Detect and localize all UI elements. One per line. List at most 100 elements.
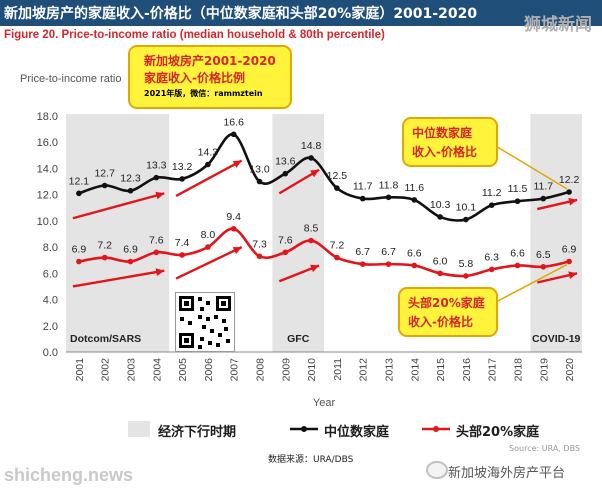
x-tick-label: 2011	[332, 358, 344, 381]
trend-arrow	[175, 246, 243, 280]
data-point-top20	[334, 254, 340, 261]
data-label-median: 14.3	[198, 147, 219, 159]
callout-top20-line1: 头部20%家庭	[408, 296, 485, 310]
legend-recession-label: 经济下行时期	[158, 425, 237, 440]
data-source-note: 数据来源：URA/DBS	[268, 455, 354, 465]
data-point-top20	[540, 263, 547, 270]
callout-top20: 头部20%家庭 收入-价格比	[398, 287, 498, 337]
x-tick-label: 2016	[461, 358, 473, 382]
data-point-top20	[205, 244, 211, 250]
y-tick-label: 8.0	[43, 242, 58, 254]
data-label-top20: 8.0	[201, 229, 216, 241]
x-tick-label: 2009	[280, 358, 292, 382]
y-tick-label: 10.0	[37, 216, 58, 228]
data-label-median: 12.3	[120, 173, 141, 185]
data-point-median	[153, 174, 160, 181]
callout-median-line1: 中位数家庭	[412, 126, 473, 140]
data-point-median	[359, 195, 366, 202]
trend-arrow-head	[232, 160, 242, 168]
data-label-median: 12.7	[94, 167, 115, 179]
x-tick-label: 2015	[435, 358, 447, 382]
data-point-median	[411, 197, 418, 203]
data-point-median	[205, 161, 211, 168]
data-label-top20: 7.6	[278, 234, 293, 246]
data-label-top20: 6.7	[355, 246, 370, 258]
trend-arrow-head	[310, 169, 320, 178]
data-point-top20	[359, 261, 366, 267]
x-tick-label: 2020	[564, 358, 576, 382]
data-label-top20: 7.2	[97, 240, 112, 252]
data-point-median	[437, 214, 443, 220]
legend-recession-swatch	[128, 421, 150, 437]
data-point-median	[566, 189, 572, 195]
data-point-top20	[488, 266, 495, 273]
qr-code	[175, 292, 235, 352]
data-point-top20	[566, 258, 572, 265]
x-tick-label: 2014	[409, 358, 421, 382]
data-label-median: 12.2	[559, 174, 580, 186]
data-point-top20	[76, 258, 82, 265]
legend: 经济下行时期 中位数家庭 头部20%家庭	[0, 418, 602, 440]
y-tick-label: 6.0	[43, 268, 58, 280]
qr-code-icon	[179, 296, 231, 349]
x-tick-label: 2003	[126, 358, 138, 382]
y-tick-label: 18.0	[37, 111, 58, 123]
data-label-median: 11.6	[404, 182, 424, 194]
callout-median-line2: 收入-价格比	[412, 145, 477, 159]
data-point-top20	[514, 262, 521, 269]
data-label-median: 13.2	[172, 161, 193, 173]
data-label-top20: 8.5	[304, 223, 319, 235]
data-point-top20	[230, 225, 237, 232]
recession-band	[66, 114, 170, 352]
callout-median-pointer	[493, 144, 568, 190]
data-label-top20: 6.9	[123, 244, 138, 256]
callout-top: 新加坡房产2001-2020 家庭收入-价格比例 2021年版，微信：rammz…	[128, 45, 292, 109]
data-label-top20: 7.6	[149, 234, 164, 246]
trend-arrow-head	[155, 191, 165, 200]
data-label-top20: 5.8	[459, 258, 474, 270]
legend-top20-swatch	[422, 426, 450, 432]
x-tick-label: 2012	[358, 358, 370, 382]
data-label-top20: 6.9	[562, 244, 577, 256]
data-label-top20: 6.5	[536, 249, 551, 261]
data-point-top20	[437, 270, 443, 277]
data-point-median	[463, 216, 469, 223]
callout-top-line2: 家庭收入-价格比例	[144, 71, 245, 85]
y-axis-label: Price-to-income ratio	[20, 73, 121, 85]
recession-label: COVID-19	[532, 333, 581, 345]
data-point-top20	[308, 237, 314, 244]
figure-title: Figure 20. Price-to-income ratio (median…	[4, 29, 385, 41]
recession-band	[272, 114, 324, 352]
data-label-median: 13.0	[249, 164, 270, 176]
trend-arrow-head	[232, 247, 242, 255]
data-label-median: 11.2	[482, 187, 502, 199]
data-point-median	[385, 194, 392, 201]
data-label-top20: 7.3	[252, 238, 267, 250]
x-tick-label: 2017	[487, 358, 499, 382]
data-point-top20	[179, 252, 185, 258]
data-point-median	[256, 178, 263, 185]
x-tick-label: 2001	[74, 358, 86, 382]
data-point-median	[514, 198, 521, 205]
callout-median: 中位数家庭 收入-价格比	[402, 117, 498, 167]
data-point-top20	[463, 273, 469, 279]
x-tick-label: 2013	[384, 358, 396, 382]
data-label-top20: 7.4	[175, 237, 190, 249]
data-point-median	[179, 176, 185, 182]
data-label-median: 10.1	[456, 202, 477, 214]
trend-arrow-head	[155, 268, 165, 276]
data-point-top20	[101, 254, 108, 261]
data-point-top20	[411, 262, 418, 269]
data-point-top20	[153, 249, 160, 256]
y-tick-label: 14.0	[37, 163, 58, 175]
data-point-median	[101, 182, 108, 189]
x-tick-label: 2005	[177, 358, 189, 382]
data-point-top20	[385, 261, 392, 267]
brand-watermark-bottom: shicheng.news	[4, 465, 134, 485]
data-point-median	[308, 155, 314, 161]
data-point-median	[488, 202, 495, 208]
data-label-top20: 7.2	[330, 240, 345, 252]
source-note: Source: URA, DBS	[509, 444, 580, 453]
data-point-median	[282, 170, 289, 177]
